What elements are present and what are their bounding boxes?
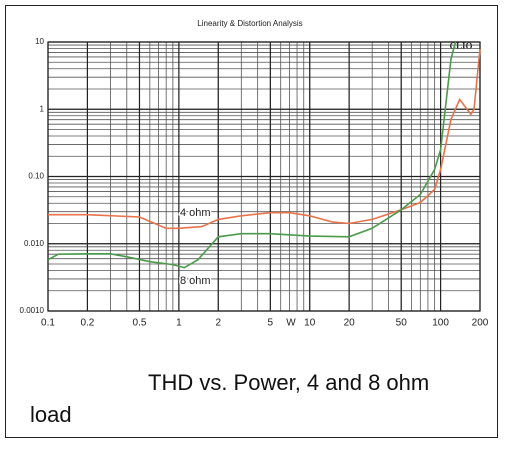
frame bbox=[5, 5, 498, 438]
series-line bbox=[48, 48, 481, 230]
x-axis-label: W bbox=[286, 318, 296, 329]
plot-border bbox=[47, 41, 481, 312]
y-tick-label: 0.0010 bbox=[20, 306, 45, 315]
y-tick-label: 10 bbox=[35, 37, 44, 46]
x-tick-label: 0.1 bbox=[41, 318, 55, 329]
y-tick-label: 1 bbox=[40, 104, 45, 113]
y-tick-label: 0.010 bbox=[24, 239, 45, 248]
x-tick-label: 20 bbox=[344, 318, 356, 329]
x-tick-label: 100 bbox=[432, 318, 449, 329]
logo: CLIO bbox=[449, 41, 472, 51]
x-tick-label: 50 bbox=[396, 318, 408, 329]
series-label: 4 ohm bbox=[180, 207, 211, 219]
series-line bbox=[47, 41, 457, 269]
series-label: 8 ohm bbox=[180, 275, 211, 287]
x-tick-label: 5 bbox=[268, 318, 274, 329]
x-tick-label: 1 bbox=[176, 318, 182, 329]
x-tick-label: 0.5 bbox=[133, 318, 147, 329]
caption-line: THD vs. Power, 4 and 8 ohm bbox=[148, 370, 430, 395]
chart-title: Linearity & Distortion Analysis bbox=[197, 19, 302, 28]
caption-line: load bbox=[30, 402, 72, 427]
x-tick-label: 10 bbox=[304, 318, 316, 329]
x-tick-label: 2 bbox=[215, 318, 221, 329]
y-tick-label: 0.10 bbox=[28, 172, 44, 181]
x-tick-label: 0.2 bbox=[80, 318, 94, 329]
x-tick-label: 200 bbox=[472, 318, 489, 329]
